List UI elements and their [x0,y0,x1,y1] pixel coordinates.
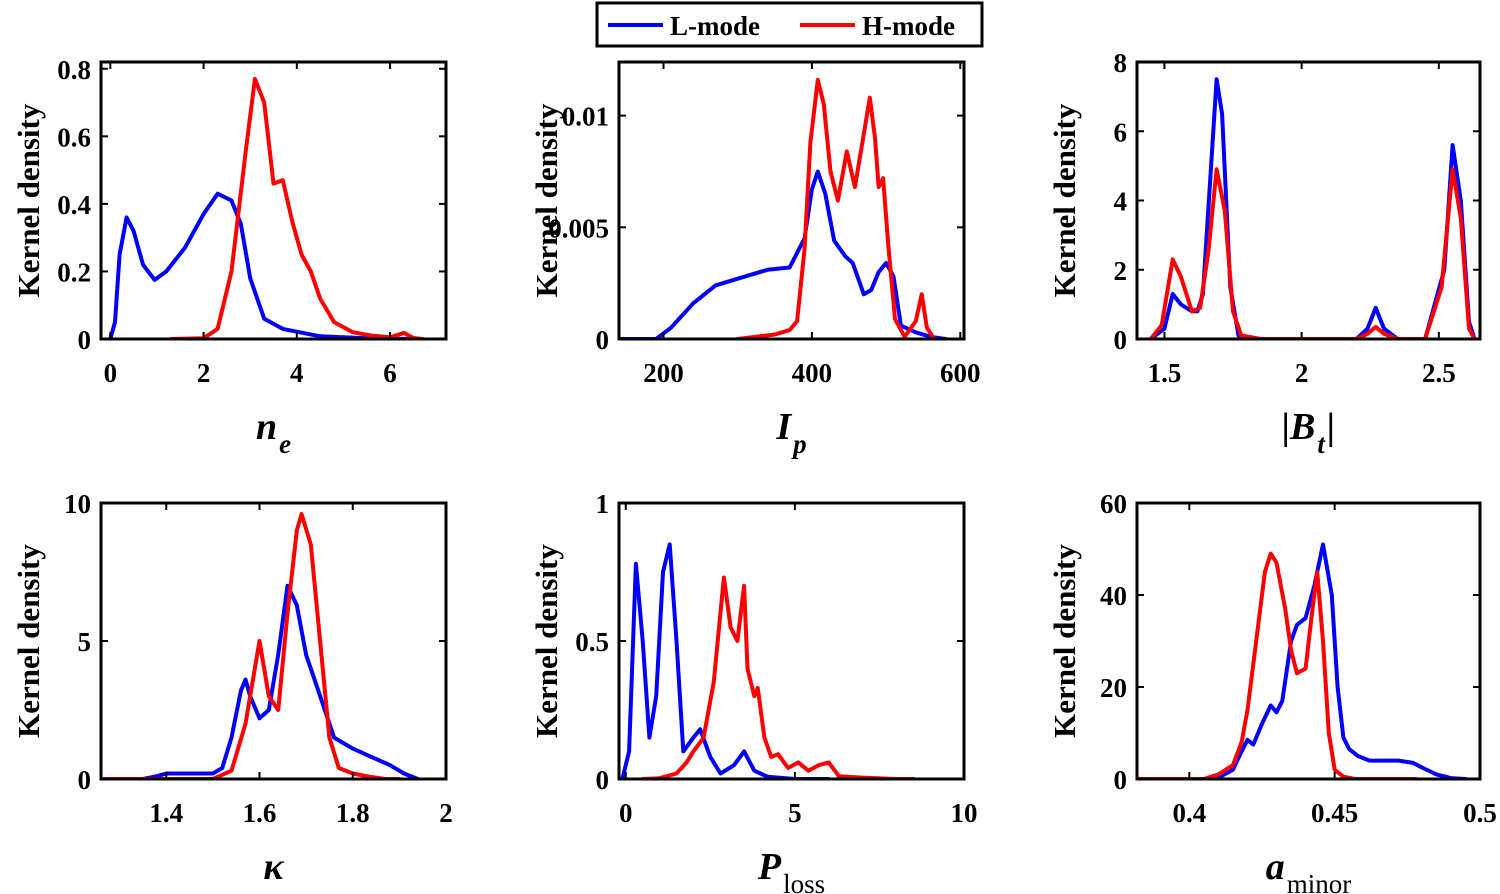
panel-1-ytick-label: 0.8 [57,55,91,85]
panel-3-ytick-label: 8 [1114,48,1128,78]
panel-5-ytick-label: 0.5 [575,627,609,657]
panel-3-xtick-label: 2 [1295,358,1309,388]
panel-4-xtick-label: 1.6 [243,798,277,828]
panel-4-series-h-mode [101,512,402,779]
panel-4-ytick-label: 0 [78,765,92,795]
panel-1-xlabel: ne [256,406,291,459]
panel-4-xtick-label: 1.8 [336,798,370,828]
panel-5-xtick-label: 5 [788,798,802,828]
panel-4-axes-box [99,501,448,781]
panel-1-ytick-label: 0 [78,325,92,355]
panel-4-ytick-label: 10 [64,489,91,519]
panel-6-xtick-label: 0.45 [1311,798,1358,828]
panel-1-ytick-label: 0.2 [57,257,91,287]
panel-5-ytick-label: 0 [596,765,610,795]
panel-3-ytick-label: 4 [1114,187,1128,217]
panel-6-ytick-label: 0 [1114,765,1128,795]
panel-4-xtick-label: 2 [439,798,453,828]
panel-6-xtick-label: 0.4 [1172,798,1206,828]
panel-4-xlabel-main: κ [263,846,284,888]
panel-2-xtick-label: 200 [643,358,684,388]
panel-6-ytick-label: 60 [1100,489,1127,519]
panel-1-xtick-label: 4 [290,358,304,388]
panel-6-series-h-mode [1137,551,1419,779]
panel-6-xtick-label: 0.5 [1463,798,1497,828]
panel-6-ytick-label: 20 [1100,673,1127,703]
panel-5-xlabel: Ploss [757,846,825,894]
panel-2-series-l-mode [619,169,948,339]
panel-1-xlabel-main: n [256,406,277,448]
panel-4: 1.4 1.6 1.8 2 0 5 10 Kernel density κ [11,489,453,888]
panel-2-xtick-label: 400 [792,358,833,388]
panel-3-ytick-label: 6 [1114,117,1128,147]
panel-2-xlabel: Ip [775,406,806,459]
panel-3-ytick-label: 0 [1114,325,1128,355]
panel-5-ylabel: Kernel density [529,544,564,738]
panel-6-series-l-mode [1201,542,1468,779]
panel-5-xlabel-sub: loss [783,869,825,894]
panel-4-xtick-label: 1.4 [149,798,183,828]
panel-1-series-h-mode [168,76,425,339]
panel-2-xlabel-main: I [775,406,792,448]
panel-1-ylabel: Kernel density [11,103,46,297]
panel-4-ylabel: Kernel density [11,544,46,738]
panel-5-xtick-label: 10 [951,798,978,828]
panel-4-ytick-label: 5 [78,627,92,657]
panel-6-ytick-label: 40 [1100,581,1127,611]
panel-3-xlabel-suffix: | [1327,406,1335,448]
panel-4-series-l-mode [117,583,420,779]
panel-1-xtick-label: 2 [197,358,211,388]
panel-3-ylabel: Kernel density [1047,103,1082,297]
panel-5: 0 5 10 0 0.5 1 Kernel density Ploss [529,489,978,894]
panel-3-xtick-label: 1.5 [1148,358,1182,388]
panel-3-xlabel: |Bt| [1282,406,1336,459]
panel-3-xlabel-sub: t [1317,429,1326,459]
panel-3-ytick-label: 2 [1114,256,1128,286]
panel-6-xlabel: aminor [1266,846,1352,894]
panel-2-series-h-mode [735,77,937,339]
panel-2-xtick-label: 600 [940,358,981,388]
panel-3-xtick-label: 2.5 [1422,358,1456,388]
legend-label-l-mode: L-mode [670,11,760,41]
panel-5-series-h-mode [640,575,916,779]
panel-6-axes-box [1135,501,1482,781]
panel-3-xlabel-main: |B [1282,406,1316,448]
legend: L-mode H-mode [595,1,984,48]
panel-1-xlabel-sub: e [279,429,291,459]
panel-1-series-l-mode [108,191,416,339]
panel-4-xlabel: κ [263,846,284,888]
panel-6-xlabel-main: a [1266,846,1285,888]
panel-3-series-h-mode [1148,167,1477,339]
panel-5-series-l-mode [620,542,831,779]
panel-5-xtick-label: 0 [619,798,633,828]
panel-1-xtick-label: 0 [104,358,118,388]
panel-5-xlabel-main: P [757,846,782,888]
panel-2-xlabel-sub: p [791,429,807,459]
legend-label-h-mode: H-mode [862,11,955,41]
panel-3: 1.5 2 2.5 0 2 4 6 8 Kernel density |Bt| [1047,48,1482,459]
panel-1-xtick-label: 6 [383,358,397,388]
panel-2-ytick-label: 0 [596,325,610,355]
panel-6: 0.4 0.45 0.5 0 20 40 60 Kernel density aminor [1047,489,1497,894]
panel-1-axes-box [99,60,448,341]
panel-6-xlabel-sub: minor [1287,869,1352,894]
panel-5-ytick-label: 1 [596,489,610,519]
panel-2-axes-box [617,60,966,341]
panel-2-ytick-label: 0.005 [548,213,609,243]
panel-6-ylabel: Kernel density [1047,544,1082,738]
panel-1-ytick-label: 0.4 [57,190,91,220]
panel-1: 0 2 4 6 0 0.2 0.4 0.6 0.8 Kernel density ne [11,55,448,459]
panel-2-ylabel: Kernel density [529,103,564,297]
panel-2-ytick-label: 0.01 [562,102,609,132]
panel-1-ytick-label: 0.6 [57,122,91,152]
